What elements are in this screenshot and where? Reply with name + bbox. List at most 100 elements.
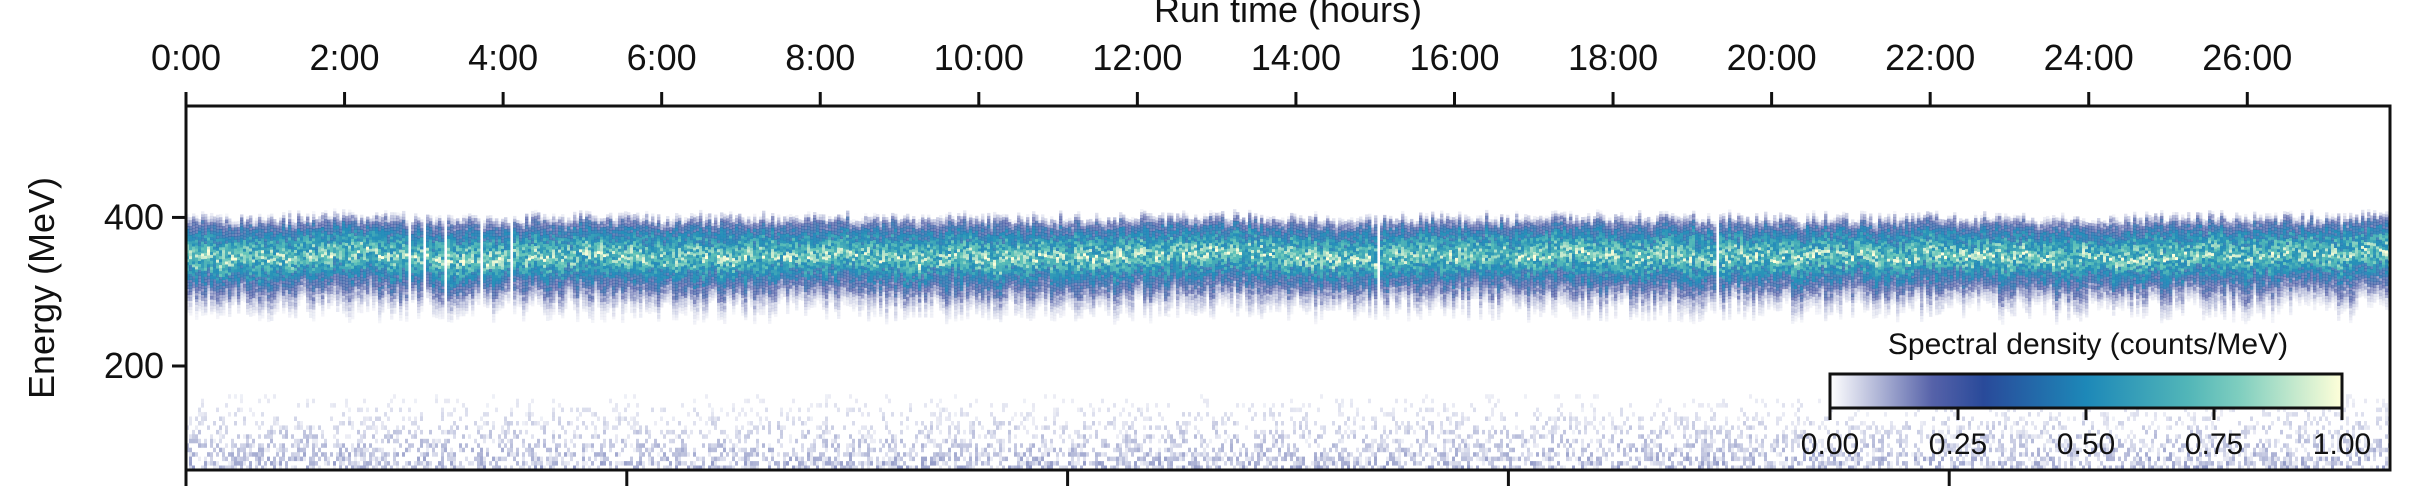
heatmap-column [483, 220, 486, 470]
heatmap-column [282, 212, 285, 461]
heatmap-column [1650, 219, 1653, 466]
heatmap-column [1248, 210, 1251, 466]
heatmap-column [1266, 216, 1269, 470]
colorbar-gradient-bar [1830, 374, 2342, 408]
heatmap-column [1632, 221, 1635, 470]
heatmap-column [969, 215, 972, 471]
heatmap-column [477, 218, 480, 470]
heatmap-column [1713, 221, 1716, 466]
heatmap-column [732, 219, 735, 470]
heatmap-column [1095, 213, 1098, 470]
heatmap-column [1566, 218, 1569, 461]
heatmap-column [1155, 217, 1158, 470]
heatmap-column [1626, 218, 1629, 466]
heatmap-column [348, 210, 351, 466]
heatmap-column [2364, 218, 2367, 461]
heatmap-column [1203, 213, 1206, 461]
heatmap-column [525, 214, 528, 466]
heatmap-column [549, 219, 552, 470]
heatmap-column [636, 213, 639, 470]
heatmap-column [813, 212, 816, 466]
bottom-x-axis [186, 470, 1949, 486]
heatmap-column [369, 219, 372, 466]
heatmap-column [756, 220, 759, 470]
heatmap-column [1083, 223, 1086, 465]
heatmap-column [366, 217, 369, 470]
heatmap-column [1689, 215, 1692, 466]
heatmap-column [861, 218, 864, 470]
heatmap-column [1440, 211, 1443, 470]
heatmap-column [492, 218, 495, 470]
heatmap-column [225, 214, 228, 471]
heatmap-column [1539, 216, 1542, 470]
heatmap-column [1326, 215, 1329, 470]
heatmap-column [1026, 214, 1029, 470]
heatmap-column [957, 213, 960, 470]
heatmap-column [405, 220, 408, 470]
heatmap-column [726, 215, 729, 470]
heatmap-column [864, 213, 867, 465]
heatmap-column [1773, 215, 1776, 470]
heatmap-column [1683, 213, 1686, 470]
heatmap-column [231, 222, 234, 470]
heatmap-column [1299, 215, 1302, 470]
heatmap-column [1776, 219, 1779, 457]
heatmap-column [309, 223, 312, 471]
heatmap-column [645, 211, 648, 452]
heatmap-column [330, 216, 333, 456]
heatmap-column [1230, 220, 1233, 466]
heatmap-column [1425, 213, 1428, 470]
x-tick-label: 4:00 [468, 37, 538, 78]
heatmap-column [1734, 220, 1737, 470]
heatmap-column [1002, 214, 1005, 470]
heatmap-column [1020, 216, 1023, 470]
heatmap-column [711, 223, 714, 470]
heatmap-column [1758, 220, 1761, 470]
heatmap-column [1533, 216, 1536, 470]
heatmap-column [1329, 221, 1332, 466]
heatmap-column [423, 439, 426, 470]
heatmap-column [261, 217, 264, 470]
heatmap-column [573, 212, 576, 470]
heatmap-column [1098, 218, 1101, 466]
heatmap-column [297, 210, 300, 461]
heatmap-column [1134, 219, 1137, 471]
heatmap-column [1479, 215, 1482, 461]
heatmap-column [933, 219, 936, 466]
colorbar-tick-label: 0.25 [1929, 428, 1987, 461]
heatmap-column [744, 219, 747, 470]
heatmap-column [1473, 222, 1476, 457]
heatmap-column [1728, 209, 1731, 452]
heatmap-column [654, 223, 657, 466]
heatmap-column [321, 212, 324, 457]
heatmap-column [1212, 212, 1215, 466]
heatmap-column [447, 215, 450, 461]
heatmap-column [621, 213, 624, 466]
heatmap-column [1017, 213, 1020, 471]
heatmap-column [846, 211, 849, 470]
heatmap-column [687, 218, 690, 470]
x-tick-label: 24:00 [2044, 37, 2134, 78]
heatmap-column [1698, 220, 1701, 470]
heatmap-column [498, 221, 501, 470]
heatmap-column [996, 215, 999, 471]
heatmap-column [267, 215, 270, 461]
heatmap-column [246, 216, 249, 470]
heatmap-column [1029, 223, 1032, 471]
heatmap-column [831, 219, 834, 470]
heatmap-column [1056, 221, 1059, 466]
heatmap-column [354, 215, 357, 470]
top-x-axis: 0:00 2:00 4:00 6:00 8:00 10:00 12:00 14:00 16:00… [151, 37, 2292, 106]
heatmap-column [384, 210, 387, 470]
heatmap-column [345, 213, 348, 470]
heatmap-column [693, 214, 696, 470]
heatmap-column [1128, 219, 1131, 470]
heatmap-column [486, 216, 489, 457]
heatmap-column [2289, 211, 2292, 470]
heatmap-column [429, 215, 432, 470]
heatmap-column [1074, 214, 1077, 470]
x-tick-label: 26:00 [2202, 37, 2292, 78]
heatmap-column [999, 215, 1002, 466]
heatmap-column [537, 212, 540, 465]
heatmap-column [837, 215, 840, 466]
